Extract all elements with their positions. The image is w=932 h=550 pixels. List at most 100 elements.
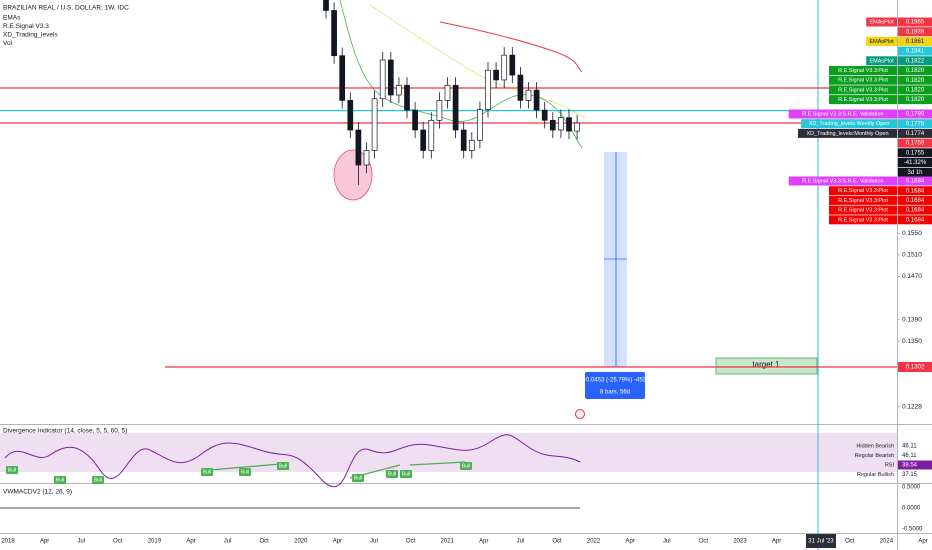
time-label: Apr [186, 539, 195, 545]
tag-value: 0.1774 [906, 131, 925, 137]
bull-tag-box [54, 476, 66, 484]
price-tag [898, 361, 932, 372]
tag-value: 0.1778 [906, 121, 925, 127]
price-tag-value: 0.1302 [906, 365, 925, 371]
time-label: Oct [699, 539, 709, 545]
div-label-name: RSI [885, 462, 895, 468]
tag-value: 0.1684 [906, 188, 925, 194]
tag-name-box [798, 128, 897, 138]
time-label: Jul [77, 539, 85, 545]
tag-value-box [898, 128, 932, 138]
tag-value: -41.32% [904, 160, 927, 166]
time-label: Oct [406, 539, 416, 545]
candle-body [396, 84, 402, 96]
tag-value-box [898, 66, 932, 75]
tag-name-box [829, 195, 897, 205]
tag-value: 0.1820 [906, 87, 925, 93]
bull-tag-box [400, 470, 412, 478]
time-label: Oct [260, 539, 270, 545]
tag-value: 0.1684 [906, 198, 925, 204]
tag-name: R.E.Signal V3.3:Plot [838, 208, 888, 214]
tag-value-box [898, 195, 932, 205]
tag-value: 0.1965 [906, 20, 925, 26]
tag-value: 0.1939 [906, 29, 925, 35]
tag-name: R.E.Signal V3.3:S.R.E. Validation [802, 178, 884, 184]
tag-value: 0.1820 [906, 97, 925, 103]
candle-body [387, 59, 394, 96]
indicator-name: Vol [3, 40, 13, 47]
ema-red [439, 21, 583, 73]
tag-name: EMAsPlot [870, 19, 895, 25]
tag-value-box [898, 56, 932, 66]
candle-body [371, 98, 378, 151]
candle-body [363, 150, 370, 166]
rsi-line [4, 434, 581, 488]
tag-name: EMAsPlot [870, 58, 895, 64]
candle-body [452, 84, 459, 131]
tag-value: 0.1755 [906, 150, 925, 156]
time-label: Jul [517, 539, 525, 545]
time-label: Apr [626, 539, 635, 545]
tag-value-box [898, 17, 932, 27]
bull-tag: Bull [241, 469, 249, 475]
bull-tag-box [6, 466, 18, 474]
div-label-name: Regular Bearish [855, 453, 894, 459]
candle-body [323, 0, 329, 11]
tag-value: 0.1841 [906, 49, 925, 55]
bull-tag-box [239, 468, 251, 476]
tag-value-box [898, 85, 932, 95]
tag-name-box [829, 95, 897, 105]
time-label: 2020 [294, 539, 308, 545]
tag-value-box [898, 109, 932, 119]
candle-body [533, 89, 540, 111]
bull-tag: Bull [8, 467, 16, 473]
tag-name-box [829, 186, 897, 196]
time-label: Jul [224, 539, 232, 545]
bull-tag-box [92, 476, 104, 484]
tag-value: 0.1799 [906, 112, 925, 118]
indicator-name: EMAs [3, 15, 21, 22]
tag-name: R.E.Signal V3.3:Plot [838, 188, 888, 194]
bull-tag: Bull [462, 463, 470, 469]
div-label-value: 46.11 [902, 444, 917, 450]
candle-body [436, 100, 443, 121]
bull-tag: Bull [94, 477, 102, 483]
tag-value-box [898, 27, 932, 37]
candle-body [558, 117, 564, 131]
candle-body [412, 109, 418, 131]
ema-yellow [369, 4, 586, 119]
candle-body [485, 69, 491, 110]
measure-label: 8 bars, 56d [600, 390, 630, 396]
tag-value: 0.1684 [906, 208, 925, 214]
tag-name-box [801, 119, 897, 129]
crosshair-label-box [806, 534, 836, 548]
tag-name-box [829, 215, 897, 225]
div-label-value: 46.11 [902, 453, 917, 459]
tag-name: R.E.Signal V3.3:Plot [838, 198, 888, 204]
candle-body [331, 10, 337, 57]
tag-value-box [898, 148, 932, 158]
price-tick-label: 0.1350 [902, 338, 922, 345]
tag-value-box [898, 186, 932, 196]
time-label: 2019 [148, 539, 162, 545]
candle-body [404, 84, 410, 111]
tag-value: 0.1820 [906, 68, 925, 74]
time-label: Oct [845, 539, 855, 545]
time-label: Apr [772, 539, 781, 545]
tag-value: 0.1684 [906, 179, 925, 185]
measure-label: -0.0453 (-25.79%) -453 [584, 378, 647, 384]
bull-tag: Bull [402, 471, 410, 477]
ema-green [339, 0, 583, 149]
bull-tag: Bull [354, 475, 362, 481]
candle-body [428, 119, 435, 151]
tag-value-box [898, 158, 932, 167]
measure-range [604, 152, 627, 367]
tag-name-box [829, 75, 897, 85]
time-label: Jul [663, 539, 671, 545]
candle-body [477, 109, 483, 141]
candle-body [339, 55, 346, 101]
time-label: 2023 [733, 539, 747, 545]
bull-tag: Bull [279, 463, 287, 469]
indicator-name: R.E.Signal V3.3 [3, 23, 49, 30]
tag-value-box [898, 46, 932, 56]
